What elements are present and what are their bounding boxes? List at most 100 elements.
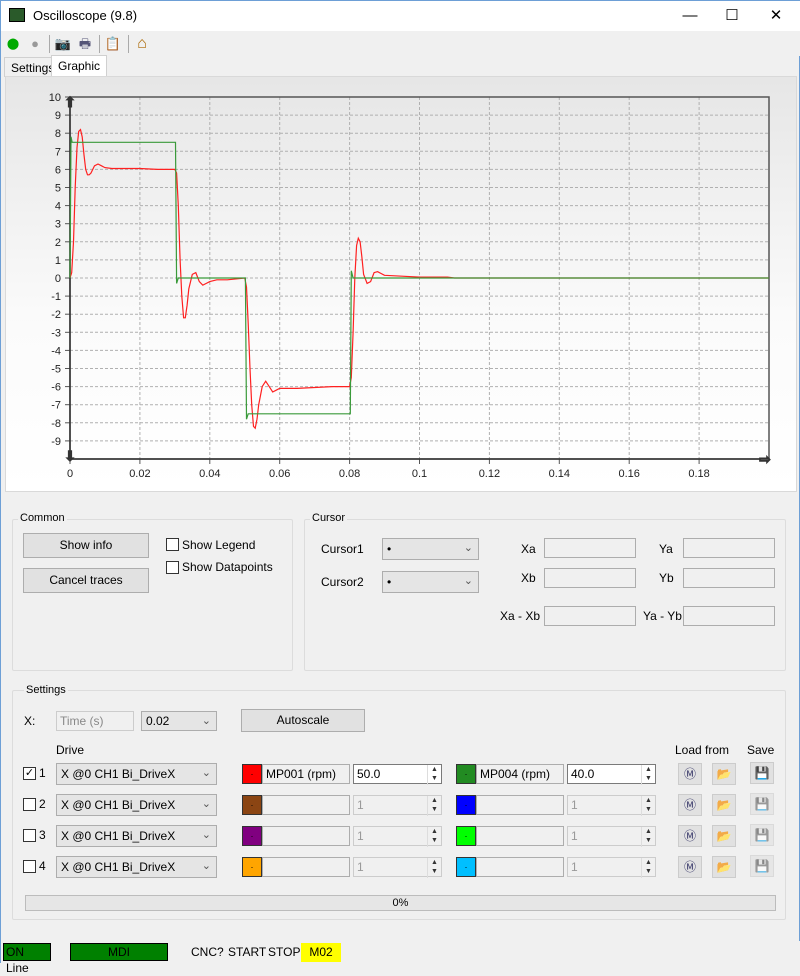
trace2-variable-field[interactable] <box>476 826 564 846</box>
spinner-arrows-icon[interactable]: ▲ ▼ <box>641 858 655 878</box>
start-icon[interactable]: ⬤ <box>6 38 20 50</box>
show-datapoints-checkbox[interactable] <box>166 561 179 574</box>
save-button[interactable]: 💾 <box>750 855 774 877</box>
x-axis-field[interactable]: Time (s) <box>56 711 134 731</box>
drive-select[interactable]: X @0 CH1 Bi_DriveX ⌄ <box>56 763 217 785</box>
show-info-button[interactable]: Show info <box>23 533 149 558</box>
open-folder-button[interactable]: 📂 <box>712 794 736 816</box>
y-tick-label: -5 <box>51 364 61 376</box>
trace1-color-button[interactable]: · <box>242 795 262 815</box>
x-tick-label: 0.12 <box>479 468 500 480</box>
trace2-color-button[interactable]: · <box>456 795 476 815</box>
trace1-variable-field[interactable]: MP001 (rpm) <box>262 764 350 784</box>
open-folder-button[interactable]: 📂 <box>712 763 736 785</box>
app-icon <box>9 8 25 22</box>
trace2-variable-field[interactable]: MP004 (rpm) <box>476 764 564 784</box>
drive-select[interactable]: X @0 CH1 Bi_DriveX ⌄ <box>56 856 217 878</box>
maximize-button[interactable]: ☐ <box>725 7 739 24</box>
ya-yb-label: Ya - Yb <box>643 609 682 623</box>
open-folder-button[interactable]: 📂 <box>712 856 736 878</box>
spinner-arrows-icon[interactable]: ▲ ▼ <box>641 765 655 785</box>
spinner-arrows-icon[interactable]: ▲ ▼ <box>427 765 441 785</box>
ya-yb-field[interactable] <box>683 606 775 626</box>
drive-select[interactable]: X @0 CH1 Bi_DriveX ⌄ <box>56 794 217 816</box>
x-tick-label: 0.02 <box>129 468 150 480</box>
ya-field[interactable] <box>683 538 775 558</box>
trace1-variable-field[interactable] <box>262 795 350 815</box>
print-icon[interactable]: 🖶 <box>78 36 92 51</box>
trace1-color-button[interactable]: · <box>242 764 262 784</box>
save-button[interactable]: 💾 <box>750 762 774 784</box>
spinner-arrows-icon[interactable]: ▲ ▼ <box>427 827 441 847</box>
home-icon[interactable]: ⌂ <box>137 35 147 52</box>
trace2-color-button[interactable]: · <box>456 857 476 877</box>
trace1-color-button[interactable]: · <box>242 826 262 846</box>
cursor-group <box>304 519 786 671</box>
cnc-status: CNC? <box>191 945 224 959</box>
tab-graphic[interactable]: Graphic <box>51 55 108 77</box>
trace1-scale-value: 50.0 <box>357 767 381 781</box>
trace1-scale-value: 1 <box>357 829 364 843</box>
y-tick-label: 3 <box>55 219 61 231</box>
load-from-drive-button[interactable]: Ⓜ <box>678 856 702 878</box>
minimize-button[interactable]: — <box>682 7 698 24</box>
trace-enable-checkbox[interactable]: ✓ <box>23 767 36 780</box>
trace-enable-checkbox[interactable] <box>23 829 36 842</box>
trace2-variable-field[interactable] <box>476 857 564 877</box>
cancel-traces-button[interactable]: Cancel traces <box>23 568 149 593</box>
trace1-scale-input[interactable]: 1 ▲ ▼ <box>353 857 442 878</box>
load-from-drive-button[interactable]: Ⓜ <box>678 794 702 816</box>
load-from-drive-button[interactable]: Ⓜ <box>678 763 702 785</box>
drive-select[interactable]: X @0 CH1 Bi_DriveX ⌄ <box>56 825 217 847</box>
xa-xb-field[interactable] <box>544 606 636 626</box>
autoscale-button[interactable]: Autoscale <box>241 709 365 732</box>
show-legend-checkbox[interactable] <box>166 538 179 551</box>
yb-field[interactable] <box>683 568 775 588</box>
trace2-scale-input[interactable]: 40.0 ▲ ▼ <box>567 764 656 785</box>
spinner-arrows-icon[interactable]: ▲ ▼ <box>641 796 655 816</box>
trace-enable-checkbox[interactable] <box>23 860 36 873</box>
trace1-color-button[interactable]: · <box>242 857 262 877</box>
drive-value: X @0 CH1 Bi_DriveX <box>61 860 176 874</box>
save-button[interactable]: 💾 <box>750 824 774 846</box>
camera-icon[interactable]: 📷 <box>54 36 72 51</box>
spinner-arrows-icon[interactable]: ▲ ▼ <box>427 858 441 878</box>
close-button[interactable]: ✕ <box>769 7 783 24</box>
settings-group-label: Settings <box>24 684 68 696</box>
trace2-color-button[interactable]: · <box>456 764 476 784</box>
spinner-arrows-icon[interactable]: ▲ ▼ <box>641 827 655 847</box>
trace2-scale-input[interactable]: 1 ▲ ▼ <box>567 826 656 847</box>
trace2-scale-input[interactable]: 1 ▲ ▼ <box>567 795 656 816</box>
trace2-scale-value: 1 <box>571 798 578 812</box>
common-group <box>12 519 293 671</box>
series-line-2 <box>69 136 769 420</box>
trace1-scale-input[interactable]: 1 ▲ ▼ <box>353 795 442 816</box>
trace-number: 1 <box>39 766 46 780</box>
x-tick-label: 0.18 <box>688 468 709 480</box>
save-button[interactable]: 💾 <box>750 793 774 815</box>
trace1-scale-input[interactable]: 1 ▲ ▼ <box>353 826 442 847</box>
y-tick-label: 9 <box>55 110 61 122</box>
cursor1-select[interactable]: • ⌄ <box>382 538 479 560</box>
trace1-variable-field[interactable] <box>262 857 350 877</box>
spinner-arrows-icon[interactable]: ▲ ▼ <box>427 796 441 816</box>
trace1-variable-field[interactable] <box>262 826 350 846</box>
trace2-scale-input[interactable]: 1 ▲ ▼ <box>567 857 656 878</box>
xb-field[interactable] <box>544 568 636 588</box>
trace2-color-button[interactable]: · <box>456 826 476 846</box>
x-scale-select[interactable]: 0.02 ⌄ <box>141 711 217 731</box>
drive-value: X @0 CH1 Bi_DriveX <box>61 829 176 843</box>
y-tick-label: -2 <box>51 309 61 321</box>
load-from-drive-button[interactable]: Ⓜ <box>678 825 702 847</box>
progress-label: 0% <box>392 897 409 909</box>
trace2-variable-field[interactable] <box>476 795 564 815</box>
stop-icon[interactable]: ● <box>31 36 39 51</box>
trace-enable-checkbox[interactable] <box>23 798 36 811</box>
cursor2-select[interactable]: • ⌄ <box>382 571 479 593</box>
chevron-down-icon: ⌄ <box>201 798 211 810</box>
xa-field[interactable] <box>544 538 636 558</box>
open-folder-button[interactable]: 📂 <box>712 825 736 847</box>
trace1-scale-input[interactable]: 50.0 ▲ ▼ <box>353 764 442 785</box>
stop-status: STOP <box>268 945 301 959</box>
clipboard-icon[interactable]: 📋 <box>104 36 122 51</box>
